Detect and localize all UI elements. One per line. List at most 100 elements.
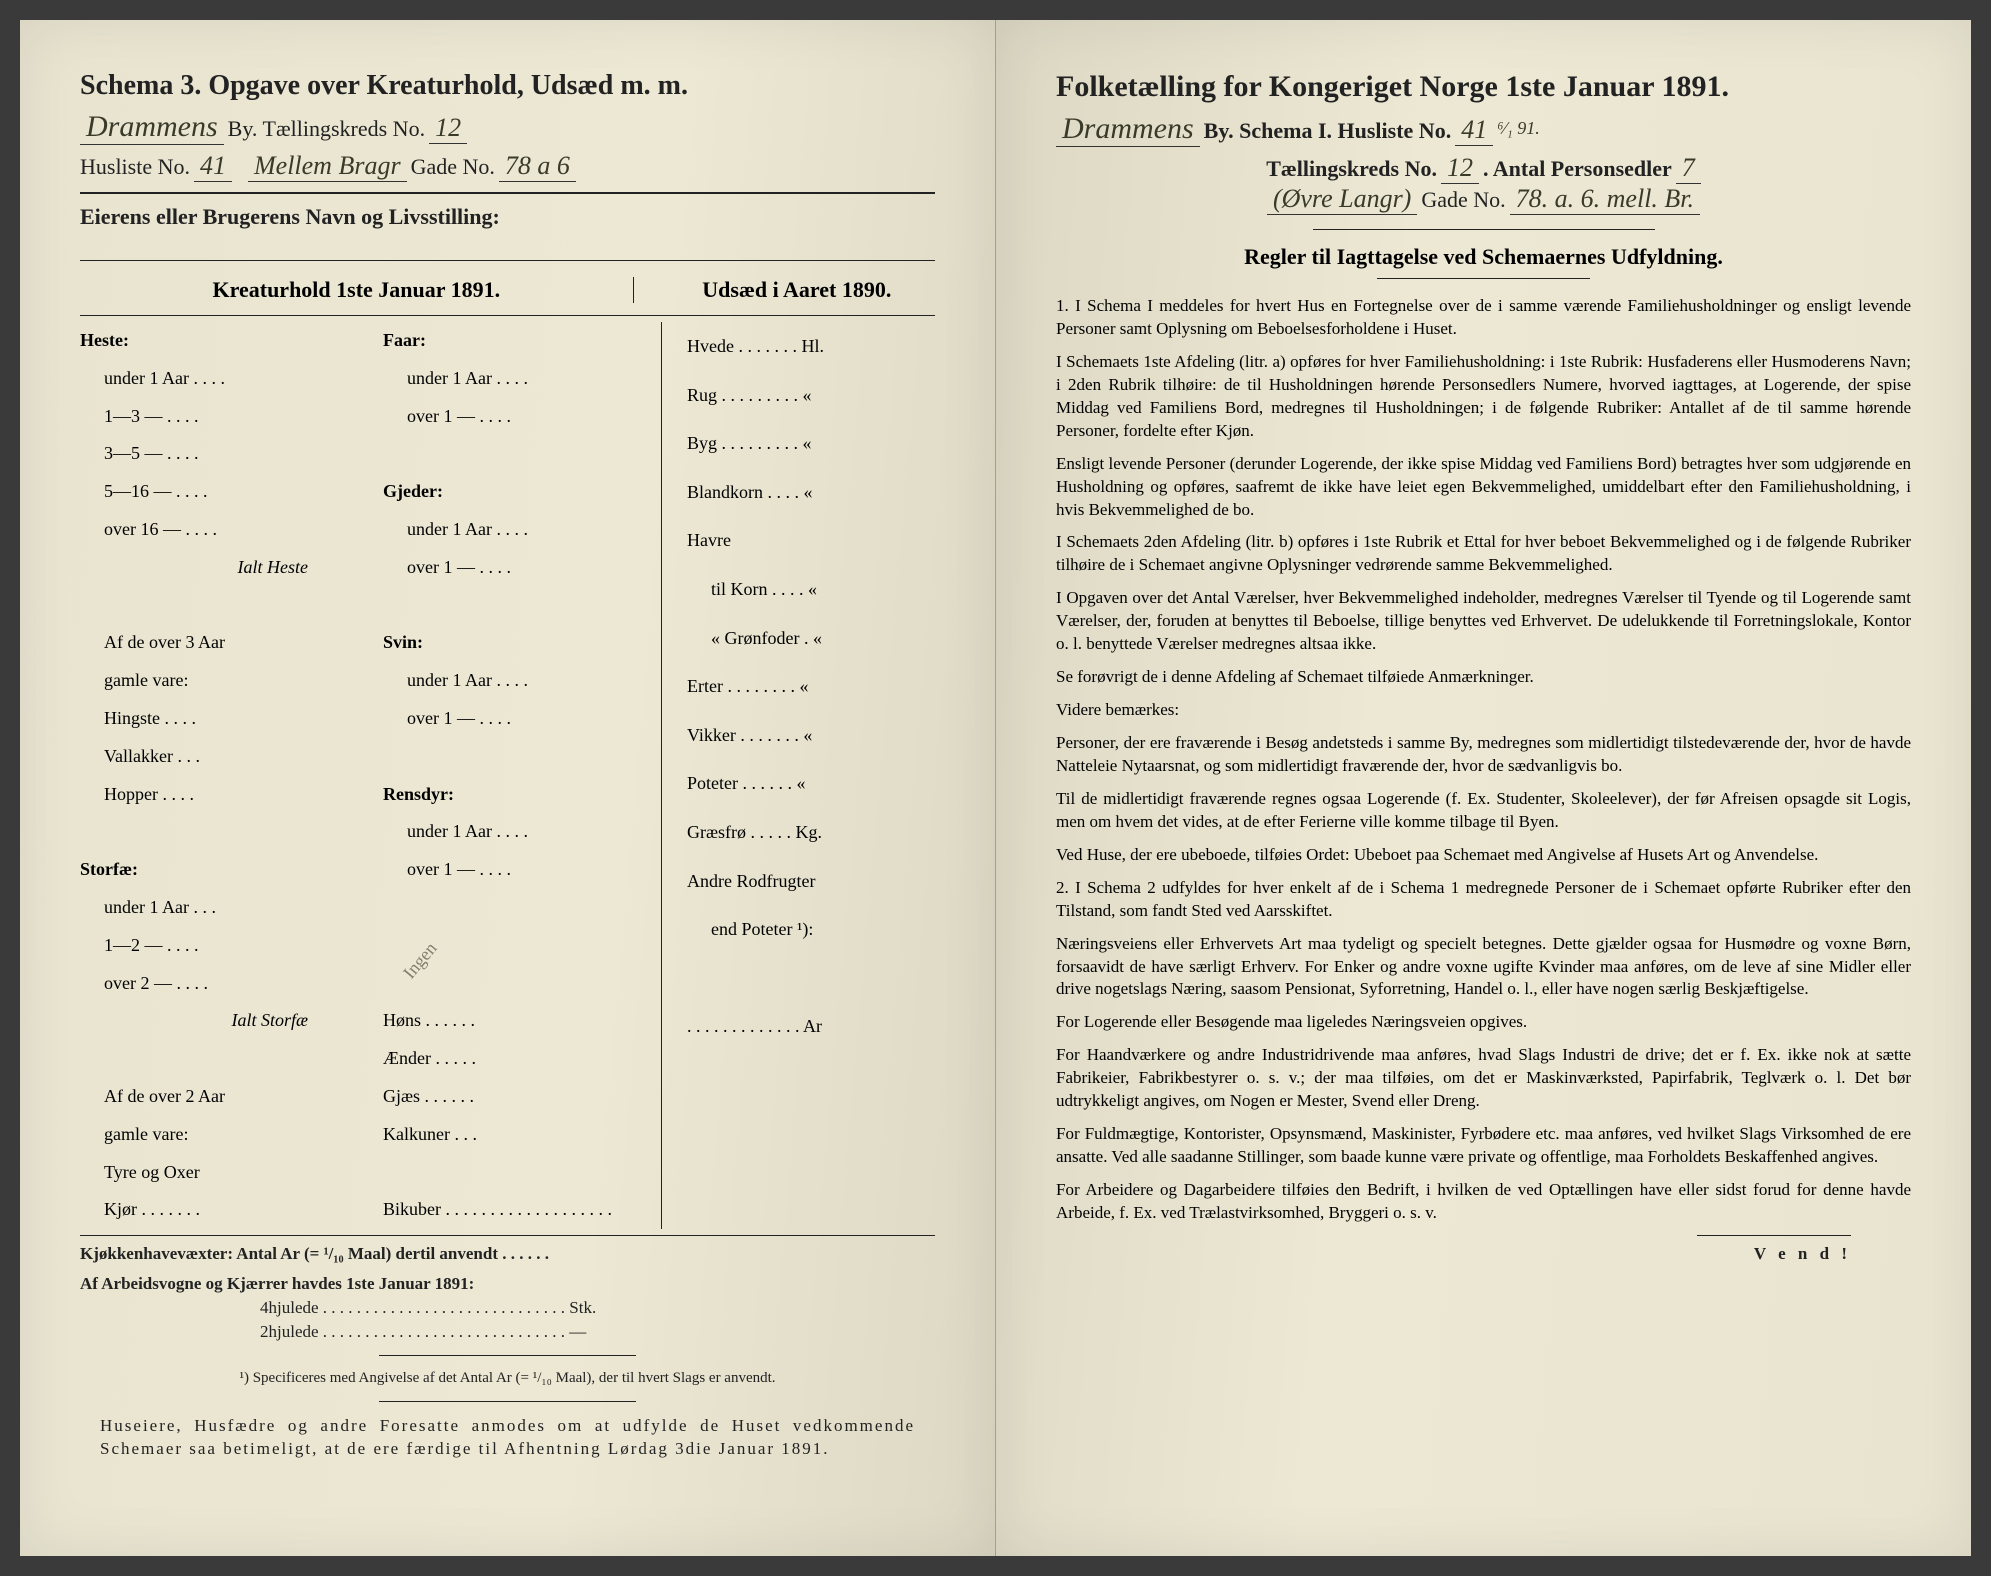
rule-paragraph: Næringsveiens eller Erhvervets Art maa t… xyxy=(1056,933,1911,1002)
left-gade-label: Gade No. xyxy=(411,154,495,179)
table-row: 1—3 — . . . . xyxy=(80,398,328,436)
left-title: Schema 3. Opgave over Kreaturhold, Udsæd… xyxy=(80,70,935,102)
table-row: Høns . . . . . . xyxy=(383,1002,631,1040)
right-antal-no: 7 xyxy=(1676,153,1701,184)
right-by-label: By. Schema I. Husliste No. xyxy=(1204,118,1452,143)
table-row: Ialt Heste xyxy=(80,549,328,587)
table-row: under 1 Aar . . . . xyxy=(383,360,631,398)
rule-paragraph: For Arbeidere og Dagarbeidere tilføies d… xyxy=(1056,1179,1911,1225)
table-row: Hvede . . . . . . . Hl. xyxy=(687,322,935,371)
rule-paragraph: I Opgaven over det Antal Værelser, hver … xyxy=(1056,587,1911,656)
table-row: Havre xyxy=(687,516,935,565)
table-row: Kalkuner . . . xyxy=(383,1116,631,1154)
col-c: Hvede . . . . . . . Hl.Rug . . . . . . .… xyxy=(661,322,935,1229)
left-husliste-no: 41 xyxy=(194,151,232,182)
footer3: 4hjulede . . . . . . . . . . . . . . . .… xyxy=(260,1296,935,1320)
table-row: over 1 — . . . . xyxy=(383,549,631,587)
table-row: over 1 — . . . . xyxy=(383,851,631,889)
table-row: under 1 Aar . . . . xyxy=(80,360,328,398)
left-husliste-label: Husliste No. xyxy=(80,154,190,179)
table-row: 1—2 — . . . . xyxy=(80,927,328,965)
table-row: Af de over 2 Aar xyxy=(80,1078,328,1116)
table-row: Faar: xyxy=(383,322,631,360)
table-row xyxy=(383,965,631,1003)
table-row: under 1 Aar . . . . xyxy=(383,662,631,700)
left-gade-no: 78 a 6 xyxy=(499,151,576,182)
table-row: Rensdyr: xyxy=(383,776,631,814)
right-antal-label: . Antal Personsedler xyxy=(1483,156,1672,181)
right-city-hand: Drammens xyxy=(1056,112,1200,147)
table-row xyxy=(80,1040,328,1078)
table-row xyxy=(383,435,631,473)
rule-paragraph: Ensligt levende Personer (derunder Loger… xyxy=(1056,453,1911,522)
table-row: gamle vare: xyxy=(80,1116,328,1154)
table-row: . . . . . . . . . . . . . Ar xyxy=(687,1002,935,1051)
rule-paragraph: 2. I Schema 2 udfyldes for hver enkelt a… xyxy=(1056,877,1911,923)
col-head-right: Udsæd i Aaret 1890. xyxy=(633,277,935,303)
table-row xyxy=(80,587,328,625)
table-row: over 1 — . . . . xyxy=(383,398,631,436)
table-row xyxy=(383,738,631,776)
table-row xyxy=(383,889,631,927)
left-by-label: By. Tællingskreds No. xyxy=(228,116,425,141)
document-spread: Schema 3. Opgave over Kreaturhold, Udsæd… xyxy=(20,20,1971,1556)
table-row: 3—5 — . . . . xyxy=(80,435,328,473)
table-row xyxy=(383,927,631,965)
table-row: Hopper . . . . xyxy=(80,776,328,814)
table-row xyxy=(383,587,631,625)
table-row: Andre Rodfrugter xyxy=(687,857,935,906)
table-row: Græsfrø . . . . . Kg. xyxy=(687,808,935,857)
table-row: under 1 Aar . . . xyxy=(80,889,328,927)
table-row xyxy=(383,1154,631,1192)
right-husliste-no: 41 xyxy=(1455,115,1493,146)
table-row xyxy=(687,954,935,1003)
table-row: Heste: xyxy=(80,322,328,360)
table-row: end Poteter ¹): xyxy=(687,905,935,954)
right-street-hand: (Øvre Langr) xyxy=(1267,184,1417,215)
table-row: « Grønfoder . « xyxy=(687,614,935,663)
table-row: Gjæs . . . . . . xyxy=(383,1078,631,1116)
table-row: Vikker . . . . . . . « xyxy=(687,711,935,760)
footnote: ¹) Specificeres med Angivelse af det Ant… xyxy=(80,1368,935,1388)
table-row: Byg . . . . . . . . . « xyxy=(687,419,935,468)
rule-paragraph: Ved Huse, der ere ubeboede, tilføies Ord… xyxy=(1056,844,1911,867)
footer1: Kjøkkenhavevæxter: Antal Ar (= ¹/₁₀ Maal… xyxy=(80,1242,935,1266)
table-row: gamle vare: xyxy=(80,662,328,700)
rule-paragraph: For Haandværkere og andre Industridriven… xyxy=(1056,1044,1911,1113)
right-gade-no: 78. a. 6. mell. Br. xyxy=(1510,184,1700,215)
table-row: Kjør . . . . . . . xyxy=(80,1191,328,1229)
table-row: Hingste . . . . xyxy=(80,700,328,738)
table-row: Tyre og Oxer xyxy=(80,1154,328,1192)
rules-body: 1. I Schema I meddeles for hvert Hus en … xyxy=(1056,295,1911,1225)
footer2: Af Arbeidsvogne og Kjærrer havdes 1ste J… xyxy=(80,1272,935,1296)
left-page: Schema 3. Opgave over Kreaturhold, Udsæd… xyxy=(20,20,996,1556)
table-row xyxy=(80,813,328,851)
right-kreds-label: Tællingskreds No. xyxy=(1266,156,1437,181)
rule-paragraph: I Schemaets 2den Afdeling (litr. b) opfø… xyxy=(1056,531,1911,577)
table-row: til Korn . . . . « xyxy=(687,565,935,614)
table-row: Vallakker . . . xyxy=(80,738,328,776)
right-gade-label: Gade No. xyxy=(1421,187,1505,212)
rule-paragraph: Videre bemærkes: xyxy=(1056,699,1911,722)
table-row: Ialt Storfæ xyxy=(80,1002,328,1040)
table-row: over 2 — . . . . xyxy=(80,965,328,1003)
table-row: Erter . . . . . . . . « xyxy=(687,662,935,711)
rule-paragraph: Personer, der ere fraværende i Besøg and… xyxy=(1056,732,1911,778)
rule-paragraph: For Logerende eller Besøgende maa ligele… xyxy=(1056,1011,1911,1034)
right-title: Folketælling for Kongeriget Norge 1ste J… xyxy=(1056,70,1911,104)
table-row: Blandkorn . . . . « xyxy=(687,468,935,517)
right-kreds-no: 12 xyxy=(1441,153,1479,184)
table-row: Ænder . . . . . xyxy=(383,1040,631,1078)
col-head-left: Kreaturhold 1ste Januar 1891. xyxy=(80,277,633,303)
table-row: over 1 — . . . . xyxy=(383,700,631,738)
table-row: Af de over 3 Aar xyxy=(80,624,328,662)
table-row: Rug . . . . . . . . . « xyxy=(687,371,935,420)
rule-paragraph: Til de midlertidigt fraværende regnes og… xyxy=(1056,788,1911,834)
table-row: under 1 Aar . . . . xyxy=(383,511,631,549)
table-row: Gjeder: xyxy=(383,473,631,511)
rule-paragraph: I Schemaets 1ste Afdeling (litr. a) opfø… xyxy=(1056,351,1911,443)
table-row: Storfæ: xyxy=(80,851,328,889)
right-date: ⁶⁄₁ 91. xyxy=(1497,118,1540,139)
table-row: under 1 Aar . . . . xyxy=(383,813,631,851)
col-b: Faar: under 1 Aar . . . . over 1 — . . .… xyxy=(358,322,631,1229)
